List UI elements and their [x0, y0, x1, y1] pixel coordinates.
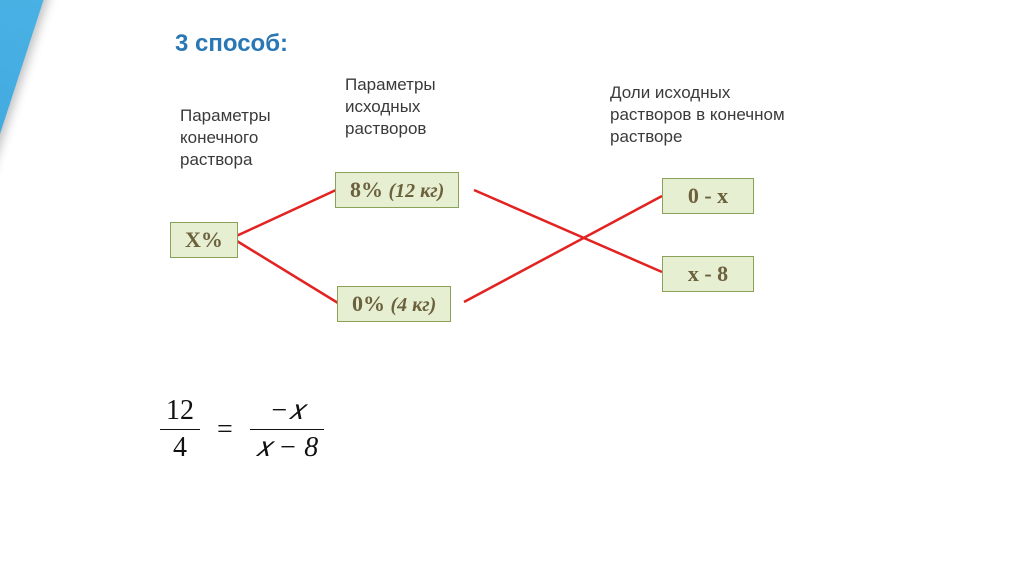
- node-share-top: 0 - x: [662, 178, 754, 214]
- node-initial-top-percent: 8%: [350, 177, 383, 202]
- fraction-left: 12 4: [160, 395, 200, 464]
- edge-x-top: [232, 190, 336, 238]
- fraction-right-num: −𝑥: [250, 395, 325, 429]
- node-initial-top-mass: (12 кг): [389, 180, 445, 202]
- node-initial-top: 8% (12 кг): [335, 172, 459, 208]
- label-initial-params: Параметры исходных растворов: [345, 74, 436, 140]
- edge-x-bottom: [232, 238, 338, 303]
- method-title: 3 способ:: [175, 30, 288, 58]
- label-shares: Доли исходных растворов в конечном раств…: [610, 82, 785, 148]
- fraction-right: −𝑥 𝑥 − 8: [250, 395, 325, 464]
- fraction-right-den: 𝑥 − 8: [250, 429, 325, 464]
- equation: 12 4 = −𝑥 𝑥 − 8: [160, 395, 324, 464]
- node-initial-bottom: 0% (4 кг): [337, 286, 451, 322]
- decor-stripe-blue: [0, 0, 78, 574]
- node-initial-bottom-percent: 0%: [352, 291, 385, 316]
- fraction-left-den: 4: [160, 429, 200, 464]
- node-share-bottom: x - 8: [662, 256, 754, 292]
- edge-top-rbottom: [474, 190, 662, 272]
- diagram-edges: [0, 0, 1024, 574]
- edge-bottom-rtop: [464, 196, 662, 302]
- fraction-left-num: 12: [160, 395, 200, 429]
- equals-sign: =: [207, 414, 243, 446]
- label-final-params: Параметры конечного раствора: [180, 105, 271, 171]
- slide: 3 способ: Параметры конечного раствора П…: [0, 0, 1024, 574]
- node-initial-bottom-mass: (4 кг): [391, 294, 437, 316]
- node-x-percent: X%: [170, 222, 238, 258]
